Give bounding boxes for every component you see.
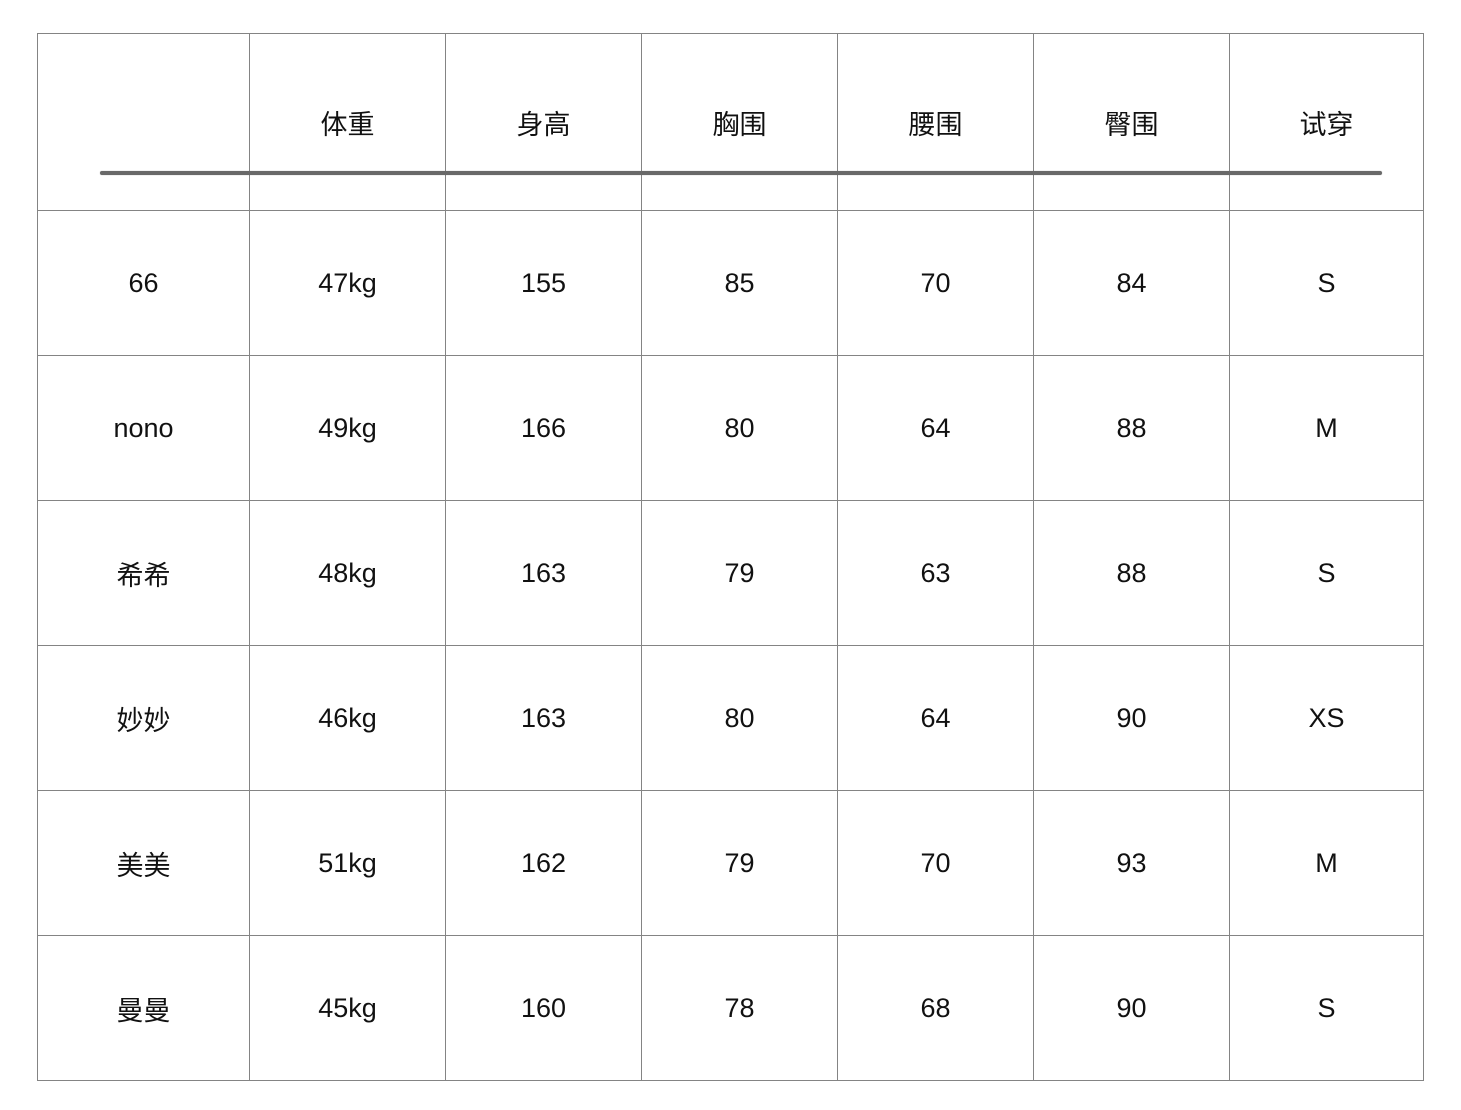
cell-height: 163	[445, 500, 642, 646]
column-header-model	[37, 33, 250, 211]
cell-height: 163	[445, 645, 642, 791]
cell-weight: 47kg	[249, 210, 446, 356]
cell-height: 155	[445, 210, 642, 356]
cell-hip: 84	[1033, 210, 1230, 356]
cell-fit-size: S	[1229, 500, 1424, 646]
cell-hip: 90	[1033, 935, 1230, 1081]
cell-fit-size: XS	[1229, 645, 1424, 791]
cell-height: 166	[445, 355, 642, 501]
cell-weight: 45kg	[249, 935, 446, 1081]
table-row: 希希 48kg 163 79 63 88 S	[37, 500, 1424, 646]
cell-waist: 68	[837, 935, 1034, 1081]
cell-hip: 88	[1033, 500, 1230, 646]
cell-fit-size: M	[1229, 355, 1424, 501]
table-row: 66 47kg 155 85 70 84 S	[37, 210, 1424, 356]
cell-waist: 70	[837, 210, 1034, 356]
cell-model-name: 66	[37, 210, 250, 356]
column-header-waist: 腰围	[837, 33, 1034, 211]
cell-waist: 63	[837, 500, 1034, 646]
table-row: 妙妙 46kg 163 80 64 90 XS	[37, 645, 1424, 791]
header-row: 体重 身高 胸围 腰围 臀围 试穿	[37, 33, 1424, 211]
cell-bust: 80	[641, 355, 838, 501]
column-header-bust: 胸围	[641, 33, 838, 211]
cell-hip: 93	[1033, 790, 1230, 936]
cell-weight: 46kg	[249, 645, 446, 791]
cell-model-name: nono	[37, 355, 250, 501]
cell-fit-size: M	[1229, 790, 1424, 936]
cell-hip: 90	[1033, 645, 1230, 791]
cell-waist: 64	[837, 645, 1034, 791]
cell-waist: 70	[837, 790, 1034, 936]
cell-fit-size: S	[1229, 210, 1424, 356]
column-header-weight: 体重	[249, 33, 446, 211]
cell-bust: 85	[641, 210, 838, 356]
table-row: 曼曼 45kg 160 78 68 90 S	[37, 935, 1424, 1081]
cell-model-name: 妙妙	[37, 645, 250, 791]
cell-model-name: 希希	[37, 500, 250, 646]
cell-hip: 88	[1033, 355, 1230, 501]
cell-fit-size: S	[1229, 935, 1424, 1081]
column-header-height: 身高	[445, 33, 642, 211]
cell-bust: 78	[641, 935, 838, 1081]
table-row: 美美 51kg 162 79 70 93 M	[37, 790, 1424, 936]
cell-bust: 79	[641, 790, 838, 936]
column-header-fit: 试穿	[1229, 33, 1424, 211]
cell-height: 162	[445, 790, 642, 936]
cell-waist: 64	[837, 355, 1034, 501]
table-row: nono 49kg 166 80 64 88 M	[37, 355, 1424, 501]
cell-weight: 48kg	[249, 500, 446, 646]
cell-weight: 49kg	[249, 355, 446, 501]
cell-model-name: 曼曼	[37, 935, 250, 1081]
cell-model-name: 美美	[37, 790, 250, 936]
cell-height: 160	[445, 935, 642, 1081]
cell-bust: 80	[641, 645, 838, 791]
size-table: 体重 身高 胸围 腰围 臀围 试穿 66 47kg 155 85 70 84 S…	[37, 33, 1424, 1081]
column-header-hip: 臀围	[1033, 33, 1230, 211]
cell-weight: 51kg	[249, 790, 446, 936]
cell-bust: 79	[641, 500, 838, 646]
